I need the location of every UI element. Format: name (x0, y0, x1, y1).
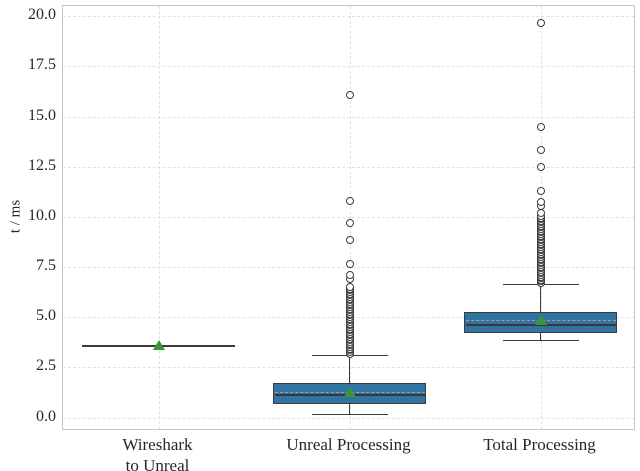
x-category-label-line: Total Processing (483, 435, 596, 454)
grid-line-horizontal (63, 66, 634, 68)
outlier-point (536, 162, 545, 171)
y-tick-label: 20.0 (28, 6, 56, 24)
grid-line-horizontal (63, 166, 634, 168)
outlier-point (536, 186, 545, 195)
x-category-label: Unreal Processing (239, 434, 459, 455)
y-tick-label: 2.5 (36, 357, 56, 375)
lower-whisker-cap (311, 413, 388, 415)
y-tick-label: 10.0 (28, 206, 56, 224)
plot-area (62, 5, 635, 430)
grid-line-vertical (349, 6, 351, 429)
outlier-point (345, 235, 354, 244)
lower-whisker-line (348, 404, 350, 414)
x-category-label: Wireshark to Unreal (48, 434, 268, 471)
mean-marker-triangle (534, 314, 547, 325)
lower-whisker-cap (502, 339, 579, 341)
median-line (465, 324, 616, 327)
outlier-point (345, 271, 354, 280)
outlier-point (345, 283, 354, 292)
grid-line-horizontal (63, 16, 634, 18)
grid-line-horizontal (63, 116, 634, 118)
upper-whisker-line (348, 355, 350, 384)
grid-line-horizontal (63, 417, 634, 419)
x-category-label-line: to Unreal (125, 456, 190, 471)
outlier-point (536, 19, 545, 28)
outlier-point (536, 208, 545, 217)
upper-whisker-line (539, 283, 541, 312)
grid-line-horizontal (63, 216, 634, 218)
outlier-point (345, 218, 354, 227)
y-tick-label: 15.0 (28, 106, 56, 124)
outlier-point (345, 91, 354, 100)
outlier-point (345, 196, 354, 205)
y-tick-label: 12.5 (28, 156, 56, 174)
x-category-label: Total Processing (430, 434, 640, 455)
y-tick-label: 7.5 (36, 257, 56, 275)
y-tick-label: 5.0 (36, 307, 56, 325)
outlier-point (536, 197, 545, 206)
x-category-label-line: Wireshark (122, 435, 193, 454)
x-category-label-line: Unreal Processing (286, 435, 411, 454)
grid-line-vertical (158, 6, 160, 429)
y-tick-label: 0.0 (36, 407, 56, 425)
outlier-point (536, 145, 545, 154)
y-tick-label: 17.5 (28, 56, 56, 74)
outlier-point (536, 122, 545, 131)
outlier-point (345, 260, 354, 269)
lower-whisker-line (539, 333, 541, 340)
mean-marker-triangle (343, 387, 356, 398)
grid-line-horizontal (63, 367, 634, 369)
mean-marker-triangle (152, 340, 165, 351)
